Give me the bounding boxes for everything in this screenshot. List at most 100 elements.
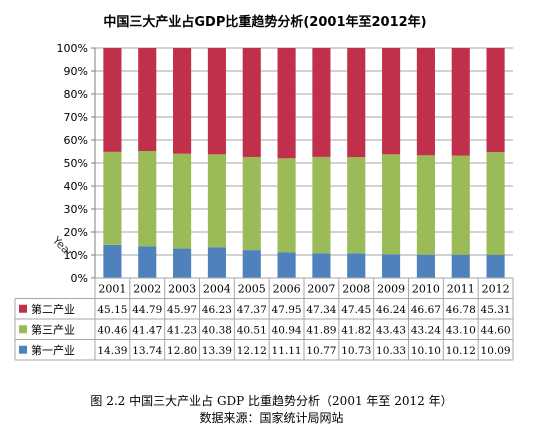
x-tick-label: 2008 bbox=[342, 282, 370, 295]
data-label: 41.89 bbox=[306, 324, 336, 336]
legend-key bbox=[19, 304, 27, 313]
data-table: 2001 2002 2003 2004 2005 2006 2007 2008 2009 2010… bbox=[14, 277, 514, 361]
data-label: 44.60 bbox=[481, 324, 511, 336]
bar-segment bbox=[173, 248, 192, 278]
bar-segment bbox=[416, 155, 435, 255]
y-tick-label: 10% bbox=[64, 249, 88, 262]
gridlines bbox=[91, 47, 513, 279]
y-tick-label: 30% bbox=[64, 203, 88, 216]
data-label: 41.82 bbox=[341, 324, 371, 336]
data-label: 40.46 bbox=[97, 324, 127, 336]
bar-segment bbox=[277, 158, 296, 253]
bar-segment bbox=[103, 151, 122, 245]
y-tick-label: 70% bbox=[64, 111, 88, 124]
data-label: 10.09 bbox=[481, 345, 511, 357]
bar-segment bbox=[277, 48, 296, 159]
data-label: 40.51 bbox=[237, 324, 267, 336]
data-label: 13.39 bbox=[202, 345, 232, 357]
data-label: 12.80 bbox=[167, 345, 197, 357]
bar-segment bbox=[138, 48, 157, 152]
bar-segment bbox=[173, 48, 192, 154]
data-label: 10.10 bbox=[411, 345, 441, 357]
data-label: 45.31 bbox=[481, 304, 511, 316]
data-label: 12.12 bbox=[237, 345, 267, 357]
data-label: 11.11 bbox=[272, 345, 302, 357]
data-label: 43.10 bbox=[446, 324, 476, 336]
data-label: 41.47 bbox=[132, 324, 162, 336]
data-label: 45.97 bbox=[167, 304, 197, 316]
x-tick-label: 2007 bbox=[307, 282, 335, 295]
x-tick-label: 2001 bbox=[98, 282, 126, 295]
bar-segment bbox=[242, 48, 261, 157]
bar-segment bbox=[347, 157, 366, 254]
data-label: 10.12 bbox=[446, 345, 476, 357]
y-tick-label: 40% bbox=[64, 180, 88, 193]
legend-label: 第一产业 bbox=[31, 343, 75, 357]
bar-segment bbox=[451, 254, 470, 278]
data-label: 41.23 bbox=[167, 324, 197, 336]
bar-segment bbox=[486, 254, 505, 278]
legend-label: 第三产业 bbox=[31, 322, 75, 336]
x-tick-label: 2002 bbox=[133, 282, 161, 295]
bar-segment bbox=[207, 247, 226, 278]
bar-segment bbox=[347, 253, 366, 278]
bar-segment bbox=[416, 47, 435, 156]
bar-segment bbox=[103, 48, 122, 152]
bar-segment bbox=[207, 48, 226, 155]
bar-segment bbox=[382, 154, 401, 255]
bar-segment bbox=[138, 151, 157, 247]
y-tick-label: 20% bbox=[64, 226, 88, 239]
x-tick-label: 2005 bbox=[238, 282, 266, 295]
bar-segment bbox=[312, 253, 331, 278]
bar-segment bbox=[486, 48, 505, 153]
data-label: 43.43 bbox=[376, 324, 406, 336]
bar-segment bbox=[173, 153, 192, 249]
data-label: 46.67 bbox=[411, 304, 441, 316]
bar-segment bbox=[347, 48, 366, 158]
bar-segment bbox=[382, 254, 401, 278]
bar-segment bbox=[382, 48, 401, 155]
data-label: 47.34 bbox=[306, 304, 336, 316]
bar-segment bbox=[416, 254, 435, 278]
x-tick-label: 2009 bbox=[377, 282, 405, 295]
data-label: 10.77 bbox=[306, 345, 336, 357]
y-tick-label: 50% bbox=[64, 157, 88, 170]
data-label: 10.33 bbox=[376, 345, 406, 357]
bars bbox=[103, 47, 505, 278]
figure-caption: 图 2.2 中国三大产业占 GDP 比重趋势分析（2001 年至 2012 年） bbox=[90, 394, 453, 408]
bar-segment bbox=[277, 252, 296, 278]
x-tick-label: 2012 bbox=[482, 282, 510, 295]
chart-title: 中国三大产业占GDP比重趋势分析(2001年至2012年) bbox=[103, 14, 426, 30]
data-label: 40.94 bbox=[272, 324, 302, 336]
data-label: 40.38 bbox=[202, 324, 232, 336]
bar-segment bbox=[312, 48, 331, 157]
x-tick-label: 2011 bbox=[447, 282, 475, 295]
bar-segment bbox=[103, 244, 122, 278]
data-label: 13.74 bbox=[132, 345, 162, 357]
data-label: 10.73 bbox=[341, 345, 371, 357]
data-label: 46.24 bbox=[376, 304, 406, 316]
data-label: 47.45 bbox=[341, 304, 371, 316]
legend-label: 第二产业 bbox=[31, 302, 75, 316]
y-axis-tick-labels: 0% 10% 20% 30% 40% 50% 60% 70% 80% 90% 100% bbox=[57, 42, 88, 285]
data-label: 46.23 bbox=[202, 304, 232, 316]
data-label: 44.79 bbox=[132, 304, 162, 316]
bar-segment bbox=[312, 156, 331, 254]
bar-segment bbox=[486, 152, 505, 255]
stacked-bar-chart: 中国三大产业占GDP比重趋势分析(2001年至2012年) 0% 10% 20% 30… bbox=[14, 14, 514, 361]
bar-segment bbox=[242, 156, 261, 251]
bar-segment bbox=[242, 250, 261, 278]
data-label: 14.39 bbox=[97, 345, 127, 357]
data-label: 47.95 bbox=[272, 304, 302, 316]
y-tick-label: 80% bbox=[64, 88, 88, 101]
legend-key bbox=[19, 325, 27, 334]
y-tick-label: 0% bbox=[71, 272, 88, 285]
data-label: 45.15 bbox=[97, 304, 127, 316]
data-source-note: 数据来源：国家统计局网站 bbox=[199, 411, 344, 425]
y-tick-label: 100% bbox=[57, 42, 88, 55]
data-label: 43.24 bbox=[411, 324, 441, 336]
bar-segment bbox=[138, 246, 157, 278]
x-tick-label: 2006 bbox=[273, 282, 301, 295]
bar-segment bbox=[451, 155, 470, 255]
x-tick-label: 2010 bbox=[412, 282, 440, 295]
